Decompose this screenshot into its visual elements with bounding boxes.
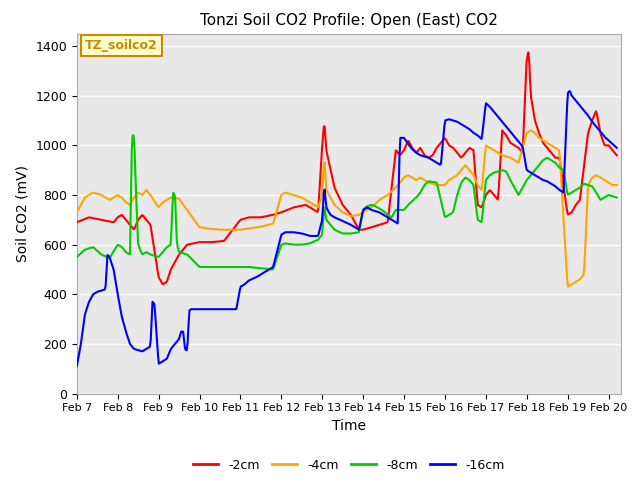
Legend: -2cm, -4cm, -8cm, -16cm: -2cm, -4cm, -8cm, -16cm — [188, 454, 509, 477]
Text: TZ_soilco2: TZ_soilco2 — [85, 39, 157, 52]
Title: Tonzi Soil CO2 Profile: Open (East) CO2: Tonzi Soil CO2 Profile: Open (East) CO2 — [200, 13, 498, 28]
X-axis label: Time: Time — [332, 419, 366, 433]
Y-axis label: Soil CO2 (mV): Soil CO2 (mV) — [15, 165, 29, 262]
